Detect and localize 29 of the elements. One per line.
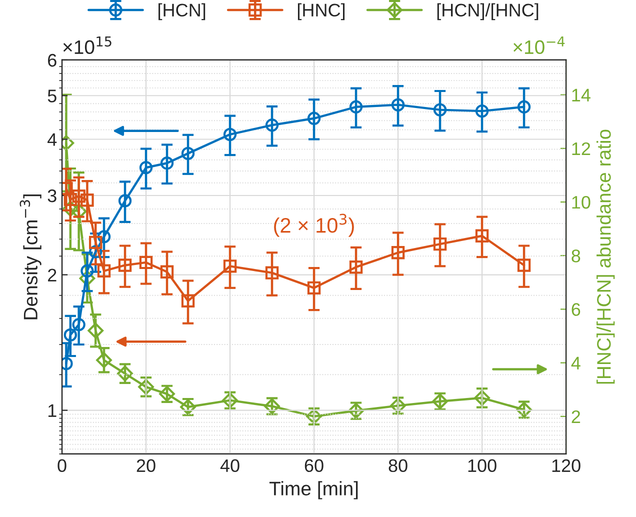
y2-tick-label: 10 <box>572 196 590 209</box>
y-tick-label: 5 <box>48 90 56 102</box>
x-tick-label: 60 <box>304 459 324 472</box>
legend-label: [HCN] <box>158 3 206 20</box>
y2-tick-label: 8 <box>572 250 580 262</box>
y2-tick-label: 12 <box>572 142 590 155</box>
legend-label: [HCN]/[HNC] <box>437 3 538 20</box>
y2-tick-label: 4 <box>571 356 580 370</box>
legend-label: [HNC] <box>298 3 345 20</box>
x-tick-label: 80 <box>388 459 408 472</box>
text: ×10$^{−4}$ <box>514 36 565 54</box>
y2-tick-label: 6 <box>572 303 580 316</box>
y-tick-label: 6 <box>48 54 56 67</box>
y-tick-label: 1 <box>48 404 56 417</box>
y2-tick-label: 2 <box>572 410 580 423</box>
x-tick-label: 100 <box>468 459 496 472</box>
annotation: (2 × 10$^{3}$) <box>274 214 354 237</box>
x-tick-label: 120 <box>552 459 580 472</box>
y-tick-label: 3 <box>48 189 56 202</box>
text: ×10$^{15}$ <box>63 36 112 54</box>
y-tick-label: 2 <box>48 268 56 282</box>
y2-tick-label: 14 <box>572 88 590 102</box>
x-tick-label: 0 <box>58 459 66 472</box>
y-tick-label: 4 <box>48 133 57 146</box>
y2-axis-title: [HNC]/[HCN] abundance ratio <box>596 130 615 384</box>
y-axis-title: Density [cm$^{−3}$] <box>20 194 42 320</box>
x-tick-label: 40 <box>220 459 240 472</box>
x-tick-label: 20 <box>136 459 156 472</box>
x-axis-title: Time [min] <box>269 481 358 500</box>
